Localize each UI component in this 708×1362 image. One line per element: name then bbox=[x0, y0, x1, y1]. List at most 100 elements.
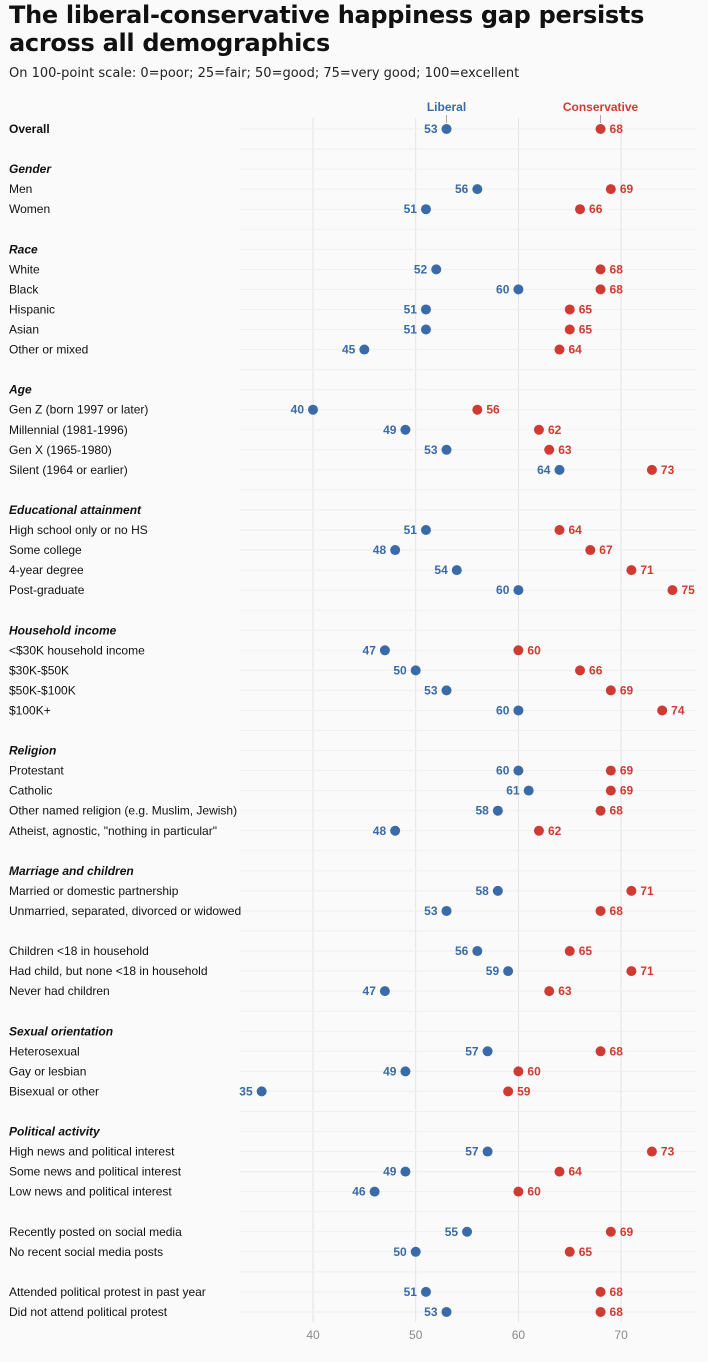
conservative-dot bbox=[626, 966, 637, 977]
group-label: Marriage and children bbox=[9, 864, 134, 878]
data-row: Catholic 61 69 bbox=[9, 784, 634, 798]
group-label: Political activity bbox=[9, 1125, 101, 1139]
conservative-value-label: 67 bbox=[599, 543, 613, 557]
data-row: Hispanic 51 65 bbox=[9, 302, 592, 316]
row-label: Some college bbox=[9, 543, 82, 557]
liberal-value-label: 56 bbox=[455, 944, 469, 958]
conservative-value-label: 69 bbox=[620, 182, 634, 196]
conservative-value-label: 65 bbox=[579, 1245, 593, 1259]
data-row: Had child, but none <18 in household 59 71 bbox=[9, 964, 654, 978]
liberal-value-label: 47 bbox=[363, 643, 377, 657]
x-tick-label: 40 bbox=[306, 1328, 320, 1342]
data-row: High school only or no HS 51 64 bbox=[9, 523, 582, 537]
data-row: Bisexual or other 35 59 bbox=[9, 1084, 531, 1098]
liberal-value-label: 56 bbox=[455, 182, 469, 196]
conservative-value-label: 68 bbox=[610, 262, 624, 276]
row-label: Never had children bbox=[9, 984, 110, 998]
data-row: Married or domestic partnership 58 71 bbox=[9, 884, 654, 898]
data-row: Millennial (1981-1996) 49 62 bbox=[9, 423, 562, 437]
data-row: 4-year degree 54 71 bbox=[9, 563, 654, 577]
liberal-value-label: 53 bbox=[424, 904, 438, 918]
row-label: Heterosexual bbox=[9, 1044, 80, 1058]
group-label: Household income bbox=[9, 623, 117, 637]
chart-subtitle: On 100-point scale: 0=poor; 25=fair; 50=… bbox=[9, 66, 520, 81]
liberal-value-label: 58 bbox=[476, 804, 490, 818]
liberal-dot bbox=[420, 324, 431, 335]
liberal-dot bbox=[359, 344, 370, 355]
row-label: Black bbox=[9, 282, 39, 296]
liberal-dot bbox=[503, 966, 514, 977]
row-label: Other or mixed bbox=[9, 343, 88, 357]
data-row: Silent (1964 or earlier) 64 73 bbox=[9, 463, 675, 477]
data-row: Gen X (1965-1980) 53 63 bbox=[9, 443, 572, 457]
row-label: Children <18 in household bbox=[9, 944, 149, 958]
conservative-value-label: 69 bbox=[620, 784, 634, 798]
conservative-value-label: 59 bbox=[517, 1084, 531, 1098]
liberal-dot bbox=[513, 765, 524, 776]
conservative-dot bbox=[605, 184, 616, 195]
liberal-dot bbox=[472, 184, 483, 195]
conservative-value-label: 68 bbox=[610, 904, 624, 918]
group-label: Sexual orientation bbox=[9, 1024, 113, 1038]
liberal-dot bbox=[420, 1286, 431, 1297]
row-label: Protestant bbox=[9, 764, 64, 778]
legend-liberal: Liberal bbox=[427, 100, 466, 114]
data-row: Recently posted on social media 55 69 bbox=[9, 1225, 634, 1239]
group-label: Religion bbox=[9, 744, 56, 758]
liberal-value-label: 48 bbox=[373, 543, 387, 557]
data-row: <$30K household income 47 60 bbox=[9, 643, 541, 657]
conservative-value-label: 60 bbox=[527, 1064, 541, 1078]
liberal-dot bbox=[379, 986, 390, 997]
row-label: Hispanic bbox=[9, 302, 55, 316]
conservative-value-label: 65 bbox=[579, 323, 593, 337]
liberal-dot bbox=[513, 585, 524, 596]
liberal-dot bbox=[420, 204, 431, 215]
liberal-dot bbox=[410, 665, 421, 676]
group-label: Age bbox=[8, 383, 32, 397]
liberal-value-label: 55 bbox=[445, 1225, 459, 1239]
liberal-value-label: 51 bbox=[404, 302, 418, 316]
conservative-dot bbox=[554, 525, 565, 535]
conservative-dot bbox=[513, 1066, 524, 1077]
grid-layer bbox=[312, 118, 622, 1322]
liberal-value-label: 58 bbox=[476, 884, 490, 898]
liberal-value-label: 47 bbox=[363, 984, 377, 998]
row-label: $30K-$50K bbox=[9, 663, 69, 677]
conservative-dot bbox=[513, 645, 524, 656]
liberal-value-label: 40 bbox=[291, 403, 305, 417]
row-label: Silent (1964 or earlier) bbox=[9, 463, 128, 477]
conservative-dot bbox=[513, 1186, 524, 1197]
conservative-dot bbox=[595, 1286, 606, 1297]
row-label: Atheist, agnostic, "nothing in particula… bbox=[9, 824, 217, 838]
row-label: Women bbox=[9, 202, 50, 216]
data-row: Gay or lesbian 49 60 bbox=[9, 1064, 541, 1078]
row-lines bbox=[240, 128, 696, 1313]
conservative-value-label: 64 bbox=[568, 523, 582, 537]
rows: Overall 53 68 Gender Men 56 69 Women 51 66 Race Whi… bbox=[8, 122, 695, 1319]
conservative-value-label: 66 bbox=[589, 663, 603, 677]
conservative-dot bbox=[554, 1166, 565, 1177]
legend: Liberal Conservative bbox=[427, 100, 639, 123]
x-tick-label: 50 bbox=[409, 1328, 423, 1342]
liberal-dot bbox=[441, 905, 452, 916]
data-row: Never had children 47 63 bbox=[9, 984, 572, 998]
row-label: Did not attend political protest bbox=[9, 1305, 168, 1319]
conservative-value-label: 68 bbox=[610, 1285, 624, 1299]
row-label: $100K+ bbox=[9, 703, 51, 717]
conservative-dot bbox=[595, 124, 606, 134]
conservative-value-label: 73 bbox=[661, 1145, 675, 1159]
row-label: Recently posted on social media bbox=[9, 1225, 182, 1239]
liberal-dot bbox=[554, 464, 565, 475]
data-row: Women 51 66 bbox=[9, 202, 603, 216]
liberal-dot bbox=[441, 444, 452, 455]
conservative-dot bbox=[605, 1226, 616, 1237]
data-row: Other named religion (e.g. Muslim, Jewis… bbox=[9, 804, 623, 818]
row-label: <$30K household income bbox=[9, 643, 145, 657]
liberal-dot bbox=[400, 1166, 411, 1177]
liberal-dot bbox=[420, 525, 431, 535]
conservative-value-label: 75 bbox=[681, 583, 695, 597]
liberal-dot bbox=[513, 705, 524, 716]
conservative-dot bbox=[564, 946, 575, 957]
liberal-dot bbox=[441, 685, 452, 696]
